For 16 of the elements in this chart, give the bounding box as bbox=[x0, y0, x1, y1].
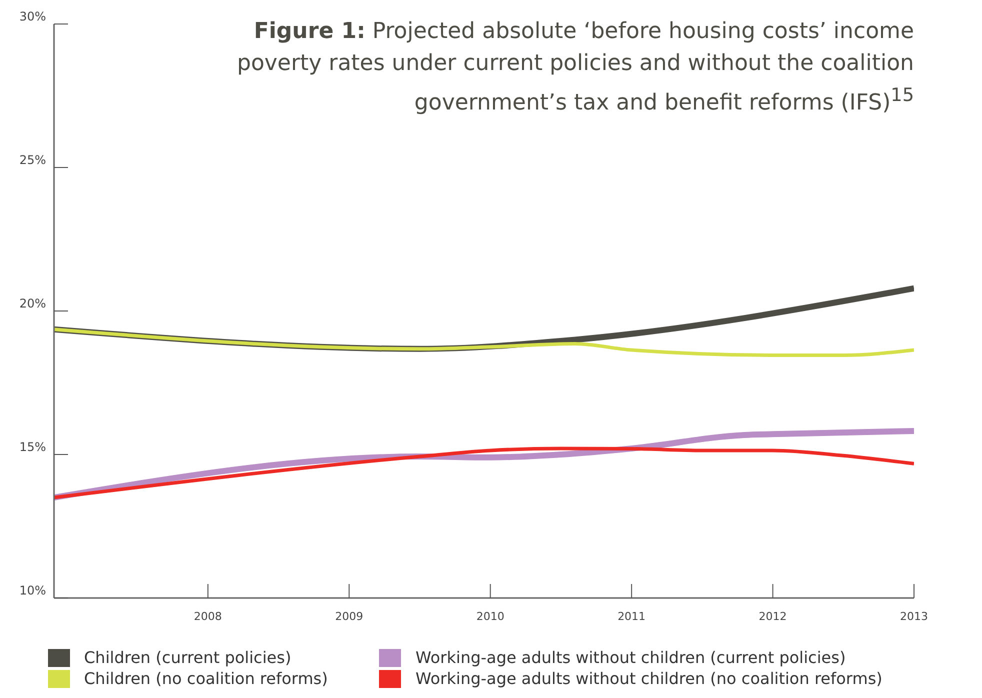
x-tick-label: 2008 bbox=[194, 610, 222, 623]
x-tick-label: 2010 bbox=[476, 610, 504, 623]
x-tick-label: 2009 bbox=[335, 610, 364, 623]
y-tick-label: 30% bbox=[19, 9, 46, 24]
legend-label: Working-age adults without children (no coalition reforms) bbox=[415, 669, 882, 688]
text: Figure 1: Projected absolute ‘before housing costs’ income poverty rates under current policies and without the coalition government’s tax and benefit reforms (IFS)$^{15}$ bbox=[236, 18, 914, 118]
y-tick-label: 25% bbox=[19, 152, 46, 167]
y-tick-label: 20% bbox=[19, 296, 46, 310]
y-tick-label: 10% bbox=[19, 583, 46, 598]
legend-label: Working-age adults without children (current policies) bbox=[415, 648, 846, 667]
x-tick-label: 2011 bbox=[618, 610, 646, 623]
legend-label: Children (no coalition reforms) bbox=[84, 669, 328, 688]
y-tick-label: 15% bbox=[19, 440, 46, 454]
x-tick-label: 2013 bbox=[900, 610, 928, 623]
legend-label: Children (current policies) bbox=[84, 648, 292, 667]
x-tick-label: 2012 bbox=[758, 610, 787, 623]
